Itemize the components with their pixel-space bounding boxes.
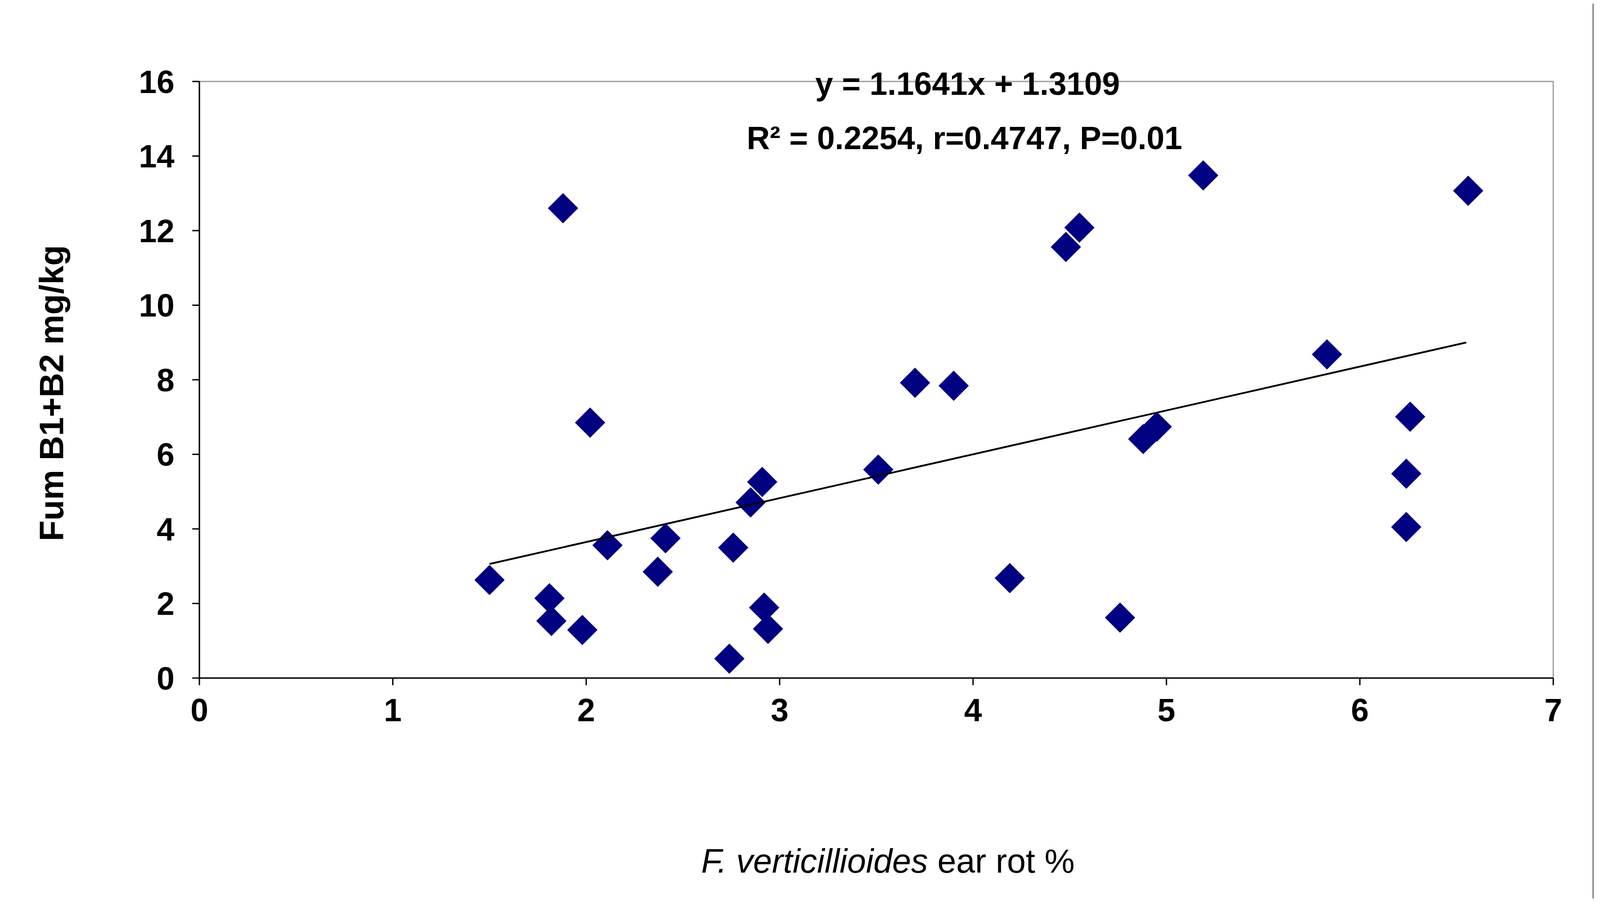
svg-text:2: 2 bbox=[577, 692, 596, 728]
svg-text:6: 6 bbox=[1350, 692, 1369, 728]
svg-text:5: 5 bbox=[1157, 692, 1176, 728]
svg-text:4: 4 bbox=[156, 511, 175, 547]
html-text:F. verticillioides ear rot %: F. verticillioides ear rot % bbox=[701, 841, 1075, 880]
svg-text:1: 1 bbox=[384, 692, 402, 728]
svg-text:0: 0 bbox=[190, 692, 209, 728]
svg-text:2: 2 bbox=[156, 585, 175, 622]
html-text:y = 1.1641x + 1.3109: y = 1.1641x + 1.3109 bbox=[815, 65, 1120, 102]
svg-text:12: 12 bbox=[138, 213, 175, 249]
svg-text:16: 16 bbox=[138, 64, 175, 100]
html-text:Fum B1+B2 mg/kg: Fum B1+B2 mg/kg bbox=[32, 244, 71, 542]
svg-text:8: 8 bbox=[156, 362, 175, 398]
svg-text:14: 14 bbox=[138, 138, 175, 175]
svg-text:10: 10 bbox=[138, 287, 175, 324]
svg-text:7: 7 bbox=[1544, 692, 1563, 728]
svg-text:4: 4 bbox=[964, 692, 982, 728]
html-text:R² = 0.2254, r=0.4747, P=0.01: R² = 0.2254, r=0.4747, P=0.01 bbox=[746, 120, 1183, 156]
svg-text:0: 0 bbox=[156, 660, 175, 697]
svg-text:3: 3 bbox=[770, 692, 789, 728]
svg-text:6: 6 bbox=[156, 436, 175, 473]
